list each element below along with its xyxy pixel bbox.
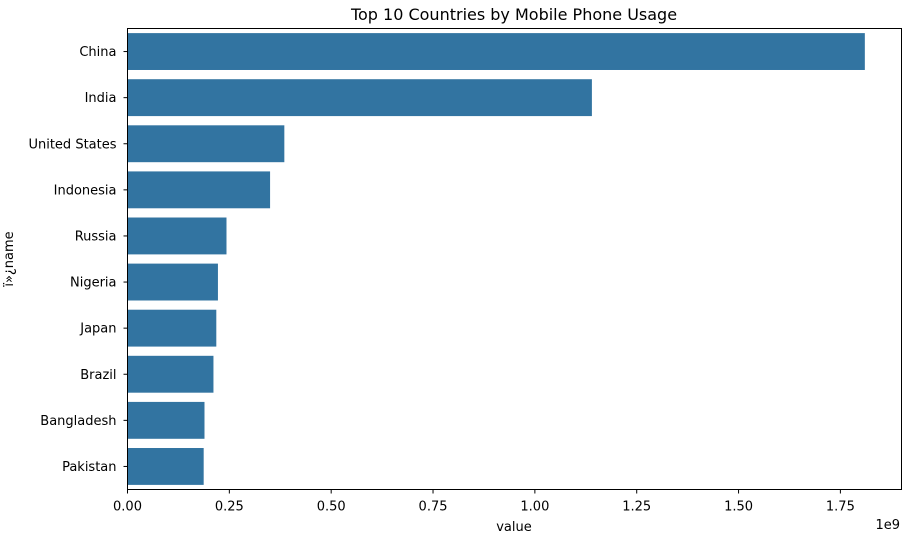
bar-japan xyxy=(127,309,217,347)
y-tick-label: Brazil xyxy=(80,368,116,383)
x-tick-label: 1.00 xyxy=(520,500,549,515)
x-tick-label: 0.50 xyxy=(317,500,346,515)
bar-nigeria xyxy=(127,263,218,301)
bars-layer xyxy=(127,33,865,485)
chart-title: Top 10 Countries by Mobile Phone Usage xyxy=(350,5,677,24)
bar-pakistan xyxy=(127,448,204,485)
bar-united-states xyxy=(127,125,285,163)
y-tick-label: Nigeria xyxy=(70,276,117,291)
x-axis-label: value xyxy=(496,520,532,535)
x-offset-label: 1e9 xyxy=(875,518,900,533)
x-tick-label: 1.25 xyxy=(622,500,651,515)
y-tick-label: Russia xyxy=(75,229,117,244)
x-tick-label: 0.25 xyxy=(215,500,244,515)
y-tick-label: India xyxy=(85,91,117,106)
y-tick-label: Indonesia xyxy=(54,183,117,198)
y-tick-label: Bangladesh xyxy=(40,414,116,429)
bar-bangladesh xyxy=(127,401,205,439)
y-tick-label: Pakistan xyxy=(62,460,116,475)
plot-frame xyxy=(127,28,902,490)
bar-indonesia xyxy=(127,171,271,209)
x-tick-label: 1.75 xyxy=(826,500,855,515)
x-tick-label: 1.50 xyxy=(724,500,753,515)
bar-russia xyxy=(127,217,227,255)
y-tick-label: Japan xyxy=(79,322,116,337)
x-tick-label: 0.00 xyxy=(113,500,142,515)
y-tick-label: United States xyxy=(28,137,116,152)
bar-china xyxy=(127,33,865,70)
y-tick-labels: China India United States Indonesia Russia Ni… xyxy=(28,45,128,475)
x-tick-label: 0.75 xyxy=(419,500,448,515)
y-tick-label: China xyxy=(79,45,116,60)
x-tick-labels: 0.00 0.25 0.50 0.75 1.00 1.25 1.50 1.75 xyxy=(113,489,855,515)
bar-brazil xyxy=(127,355,214,393)
y-axis-label: ï»¿name xyxy=(2,231,17,287)
bar-india xyxy=(127,79,592,117)
